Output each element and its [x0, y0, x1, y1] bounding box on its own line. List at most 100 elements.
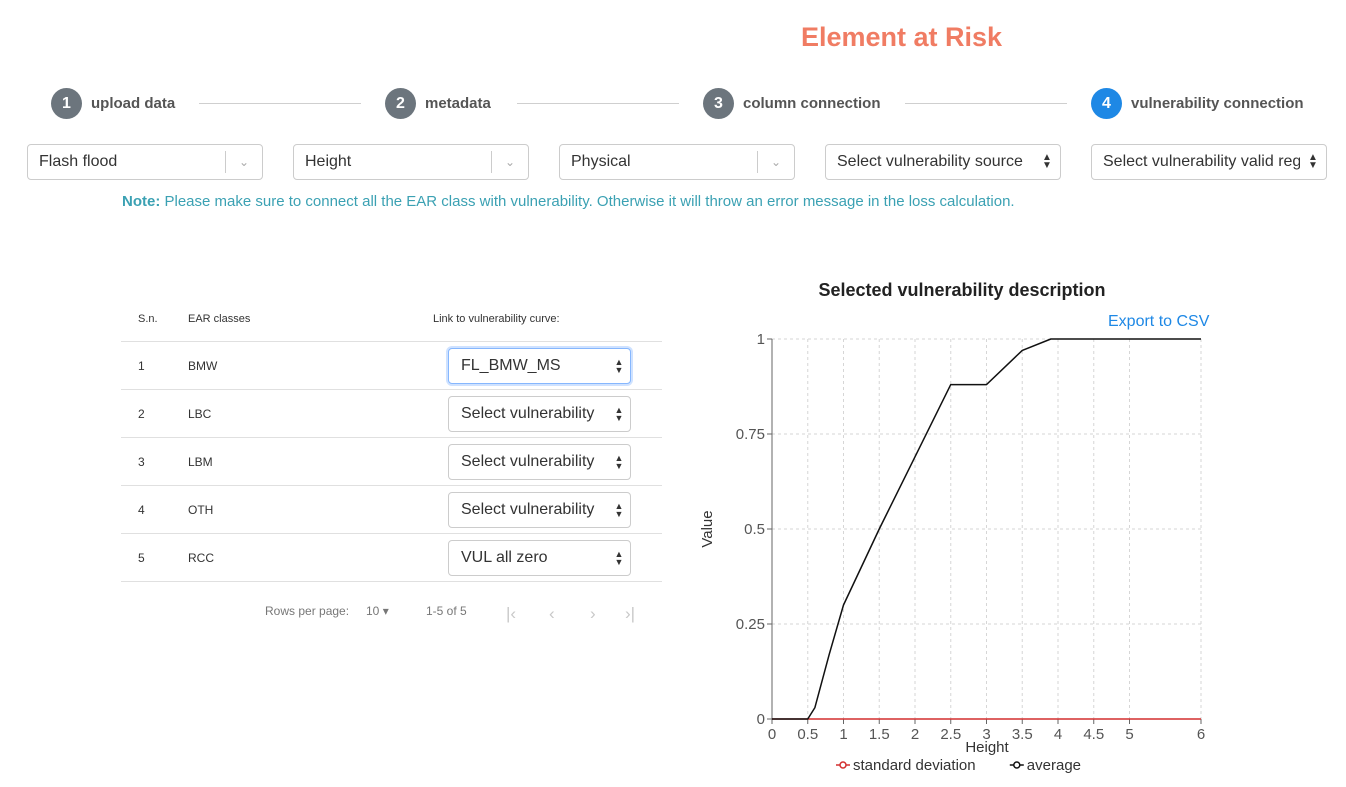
row-sn: 3: [138, 454, 145, 469]
valid-region-value: Select vulnerability valid region: [1103, 153, 1300, 170]
row-ear-class: BMW: [188, 358, 218, 373]
x-tick-label: 1.5: [869, 726, 890, 743]
chevron-down-icon[interactable]: ⌄: [770, 155, 782, 169]
y-axis-label: Value: [699, 510, 716, 547]
row-ear-class: RCC: [188, 550, 214, 565]
step-label: column connection: [743, 95, 881, 112]
step-vulnerability-connection[interactable]: 4 vulnerability connection: [1091, 88, 1304, 119]
table-row: 2 LBC Select vulnerability ▲ ▼: [121, 390, 662, 438]
intensity-select[interactable]: Height ⌄: [293, 144, 529, 180]
legend-label: standard deviation: [853, 757, 976, 774]
row-sn: 1: [138, 358, 145, 373]
x-tick-label: 2.5: [940, 726, 961, 743]
row-sn: 4: [138, 502, 145, 517]
vulnerability-curve-value: Select vulnerability: [461, 405, 595, 422]
x-tick-label: 4: [1054, 726, 1062, 743]
chevron-down-icon[interactable]: ⌄: [238, 155, 250, 169]
vulnerability-curve-value: Select vulnerability: [461, 453, 595, 470]
sort-arrows-icon: ▲ ▼: [614, 549, 624, 567]
table-row: 5 RCC VUL all zero ▲ ▼: [121, 534, 662, 582]
first-page-icon[interactable]: |‹: [506, 604, 517, 623]
x-tick-label: 3: [982, 726, 990, 743]
ear-table: S.n. EAR classes Link to vulnerability c…: [121, 296, 662, 582]
step-number: 1: [51, 88, 82, 119]
next-page-icon[interactable]: ›: [590, 604, 596, 623]
y-tick-label: 1: [757, 331, 765, 348]
step-connector: [517, 103, 679, 104]
table-header: S.n. EAR classes Link to vulnerability c…: [121, 296, 662, 342]
vulnerability-curve-value: VUL all zero: [461, 549, 548, 566]
sort-arrows-icon: ▲ ▼: [614, 405, 624, 423]
step-column-connection[interactable]: 3 column connection: [703, 88, 881, 119]
intensity-select-value: Height: [305, 153, 352, 170]
step-number: 2: [385, 88, 416, 119]
last-page-icon[interactable]: ›|: [625, 604, 636, 623]
vulnerability-type-select[interactable]: Physical ⌄: [559, 144, 795, 180]
row-ear-class: OTH: [188, 502, 214, 517]
x-tick-label: 1: [839, 726, 847, 743]
step-metadata[interactable]: 2 metadata: [385, 88, 491, 119]
x-tick-label: 4.5: [1083, 726, 1104, 743]
y-tick-label: 0.75: [736, 426, 765, 443]
x-tick-label: 0: [768, 726, 776, 743]
sort-arrows-icon: ▲ ▼: [614, 501, 624, 519]
step-label: metadata: [425, 95, 491, 112]
note: Note: Please make sure to connect all th…: [122, 193, 1015, 210]
header-ear: EAR classes: [188, 312, 251, 325]
note-text: Please make sure to connect all the EAR …: [164, 193, 1015, 210]
step-upload-data[interactable]: 1 upload data: [51, 88, 175, 119]
vulnerability-source-select[interactable]: Select vulnerability source ▲ ▼: [825, 144, 1061, 180]
chart-title: Selected vulnerability description: [818, 280, 1106, 300]
export-csv-link[interactable]: Export to CSV: [1108, 313, 1210, 330]
select-separator: [491, 151, 492, 173]
x-tick-label: 5: [1125, 726, 1133, 743]
hazard-select-value: Flash flood: [39, 153, 118, 170]
hazard-select[interactable]: Flash flood ⌄: [27, 144, 263, 180]
y-tick-label: 0.25: [736, 616, 765, 633]
step-label: upload data: [91, 95, 176, 112]
valid-region-select[interactable]: Select vulnerability valid region ▲▼: [1091, 144, 1327, 180]
rows-per-page-select[interactable]: 10 ▾: [366, 604, 389, 618]
table-row: 3 LBM Select vulnerability ▲ ▼: [121, 438, 662, 486]
header-link: Link to vulnerability curve:: [433, 312, 560, 325]
x-tick-label: 6: [1197, 726, 1205, 743]
vulnerability-curve-select[interactable]: FL_BMW_MS ▲ ▼: [448, 348, 631, 384]
previous-page-icon[interactable]: ‹: [549, 604, 555, 623]
x-tick-label: 3.5: [1012, 726, 1033, 743]
table-row: 4 OTH Select vulnerability ▲ ▼: [121, 486, 662, 534]
stepper: 1 upload data 2 metadata 3 column connec…: [0, 88, 1346, 120]
y-tick-label: 0: [757, 711, 765, 728]
sort-arrows-icon: ▲ ▼: [1042, 152, 1052, 171]
vulnerability-curve-select[interactable]: Select vulnerability ▲ ▼: [448, 444, 631, 480]
series-line-average: [772, 338, 1201, 720]
row-sn: 5: [138, 550, 145, 565]
legend-marker: [1013, 761, 1021, 769]
step-connector: [905, 103, 1067, 104]
x-tick-label: 0.5: [797, 726, 818, 743]
vulnerability-curve-select[interactable]: Select vulnerability ▲ ▼: [448, 492, 631, 528]
chevron-down-icon[interactable]: ⌄: [504, 155, 516, 169]
note-label: Note:: [122, 193, 161, 210]
step-number: 3: [703, 88, 734, 119]
step-number: 4: [1091, 88, 1122, 119]
header-sn: S.n.: [138, 312, 158, 325]
table-pagination: Rows per page: 10 ▾ 1-5 of 5 |‹ ‹ › ›|: [121, 596, 662, 626]
rows-per-page-label: Rows per page:: [265, 604, 350, 618]
legend-marker: [839, 761, 847, 769]
row-ear-class: LBC: [188, 406, 212, 421]
page-title: Element at Risk: [801, 22, 1003, 52]
sort-arrows-icon: ▲ ▼: [1308, 152, 1318, 171]
select-separator: [225, 151, 226, 173]
step-connector: [199, 103, 361, 104]
x-axis-label: Height: [965, 739, 1009, 756]
vulnerability-curve-select[interactable]: VUL all zero ▲ ▼: [448, 540, 631, 576]
vulnerability-curve-value: FL_BMW_MS: [461, 357, 561, 374]
table-row: 1 BMW FL_BMW_MS ▲ ▼: [121, 342, 662, 390]
sort-arrows-icon: ▲ ▼: [614, 453, 624, 471]
rows-per-page-value: 10: [366, 604, 380, 618]
page-range: 1-5 of 5: [426, 604, 467, 618]
select-separator: [757, 151, 758, 173]
x-tick-label: 2: [911, 726, 919, 743]
vulnerability-curve-value: Select vulnerability: [461, 501, 595, 518]
vulnerability-curve-select[interactable]: Select vulnerability ▲ ▼: [448, 396, 631, 432]
